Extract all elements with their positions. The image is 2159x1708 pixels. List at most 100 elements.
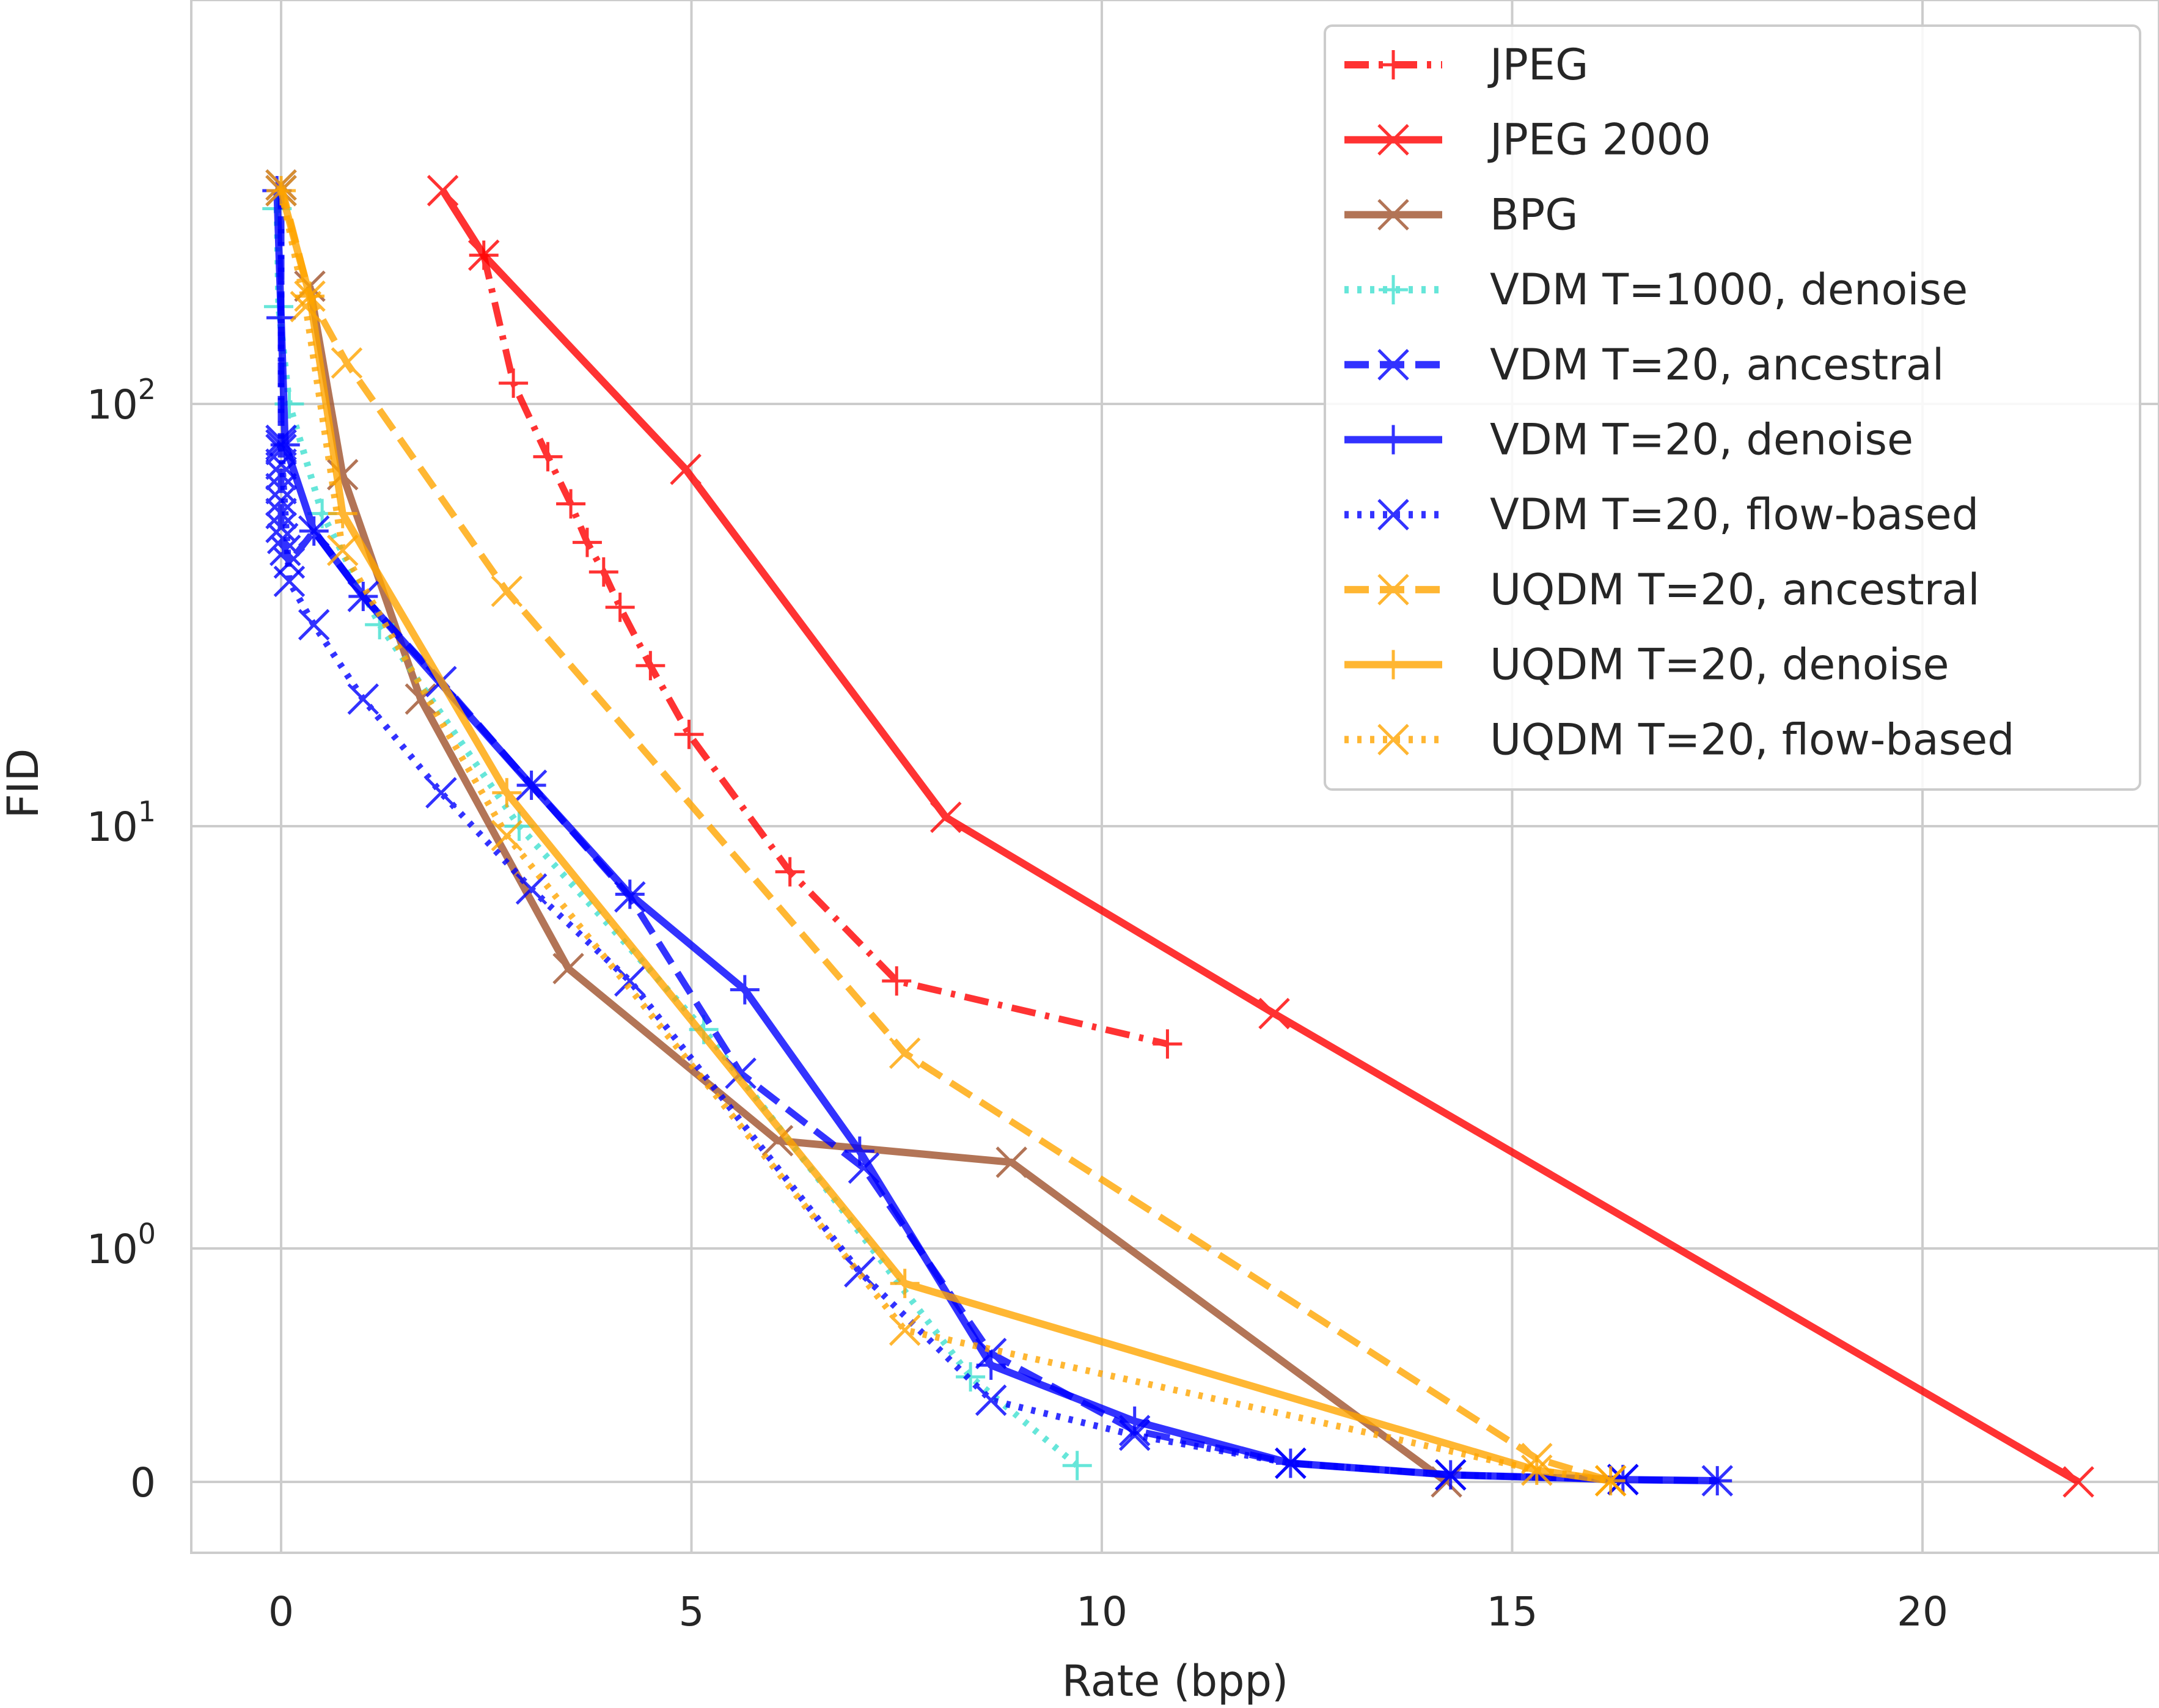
legend-label: VDM T=20, ancestral xyxy=(1490,340,1944,390)
series-vdm-t-20-flow-based xyxy=(265,175,1639,1495)
data-point xyxy=(1377,724,1409,756)
data-point xyxy=(674,719,704,749)
data-point xyxy=(326,534,359,566)
data-point xyxy=(1435,1459,1467,1491)
data-point xyxy=(882,966,912,996)
data-point xyxy=(670,453,702,485)
data-point xyxy=(889,1314,921,1346)
legend-entry xyxy=(1344,724,1442,756)
legend-label: VDM T=20, flow-based xyxy=(1490,489,1979,540)
data-point xyxy=(270,430,300,460)
x-tick-label: 15 xyxy=(1487,1588,1538,1635)
data-point xyxy=(265,429,297,461)
legend-label: JPEG 2000 xyxy=(1487,115,1711,165)
legend-label: VDM T=20, denoise xyxy=(1490,415,1913,465)
data-point xyxy=(516,771,546,801)
data-point xyxy=(1521,1454,1553,1486)
legend-entry xyxy=(1344,50,1442,79)
data-point xyxy=(775,857,805,887)
data-point xyxy=(265,424,297,456)
data-point xyxy=(1153,1029,1182,1059)
legend-entry xyxy=(1344,199,1442,231)
data-point xyxy=(975,1384,1007,1417)
legend-box xyxy=(1324,24,2141,791)
data-point xyxy=(1377,574,1409,606)
legend-entry xyxy=(1344,123,1442,156)
data-point xyxy=(492,778,522,808)
data-point xyxy=(1120,1406,1149,1436)
data-point xyxy=(533,442,563,472)
legend-label: UQDM T=20, denoise xyxy=(1490,640,1949,690)
data-point xyxy=(504,812,534,841)
x-tick-label: 10 xyxy=(1076,1588,1127,1635)
data-point xyxy=(427,175,459,207)
data-point xyxy=(266,522,299,555)
x-tick-label: 20 xyxy=(1897,1588,1948,1635)
data-point xyxy=(615,879,645,909)
data-point xyxy=(572,527,602,557)
data-point xyxy=(1377,199,1409,231)
data-point xyxy=(1258,997,1290,1030)
data-point xyxy=(730,975,760,1005)
y-tick-label: 0 xyxy=(130,1459,156,1506)
data-point xyxy=(1377,123,1409,156)
legend-entry xyxy=(1344,425,1442,455)
x-tick-labels: 0 5 10 15 20 xyxy=(268,1588,1948,1635)
x-tick-label: 0 xyxy=(268,1588,294,1635)
data-point xyxy=(515,873,548,905)
data-point xyxy=(995,1146,1028,1178)
data-point xyxy=(491,819,523,852)
data-point xyxy=(1377,349,1409,381)
data-point xyxy=(1379,50,1408,79)
series-group xyxy=(262,169,2094,1498)
series-jpeg-2000 xyxy=(427,175,2094,1498)
data-point xyxy=(298,609,330,641)
data-point xyxy=(348,582,378,612)
legend-entry xyxy=(1344,574,1442,606)
legend-label: VDM T=1000, denoise xyxy=(1490,265,1968,315)
data-point xyxy=(273,565,306,598)
data-point xyxy=(1377,499,1409,530)
data-point xyxy=(290,290,322,323)
data-point xyxy=(425,777,457,809)
data-point xyxy=(976,1351,1006,1380)
y-axis-label: FID xyxy=(0,749,48,819)
series-jpeg xyxy=(469,240,1182,1059)
legend-entry xyxy=(1344,275,1442,305)
x-tick-label: 5 xyxy=(679,1588,705,1635)
legend-label: UQDM T=20, flow-based xyxy=(1490,714,2015,764)
data-point xyxy=(890,1269,920,1299)
data-point xyxy=(347,683,379,715)
data-point xyxy=(636,651,665,681)
data-point xyxy=(491,575,523,607)
data-point xyxy=(845,1136,874,1166)
data-point xyxy=(552,953,584,984)
data-point xyxy=(265,497,297,530)
series-uqdm-t-20-flow-based xyxy=(265,175,1627,1497)
series-bpg xyxy=(294,270,1462,1498)
legend-entry xyxy=(1344,349,1442,381)
data-point xyxy=(1275,1447,1307,1479)
data-point xyxy=(588,557,618,587)
data-point xyxy=(295,281,325,311)
data-point xyxy=(265,175,297,207)
data-point xyxy=(499,368,529,398)
data-point xyxy=(1379,650,1408,680)
data-point xyxy=(331,347,363,379)
data-point xyxy=(956,1362,986,1392)
data-point xyxy=(761,1124,794,1157)
legend-entry xyxy=(1344,650,1442,680)
data-point xyxy=(1118,1419,1151,1451)
series-line xyxy=(439,188,2081,1486)
data-point xyxy=(614,965,646,997)
data-point xyxy=(467,239,500,271)
data-point xyxy=(1703,1466,1732,1496)
data-point xyxy=(1062,1451,1092,1481)
data-point xyxy=(556,489,586,519)
y-tick-label: 102 xyxy=(87,373,156,428)
data-point xyxy=(889,1037,921,1069)
data-point xyxy=(844,1256,876,1288)
data-point xyxy=(405,683,437,715)
series-line xyxy=(480,254,1168,1047)
